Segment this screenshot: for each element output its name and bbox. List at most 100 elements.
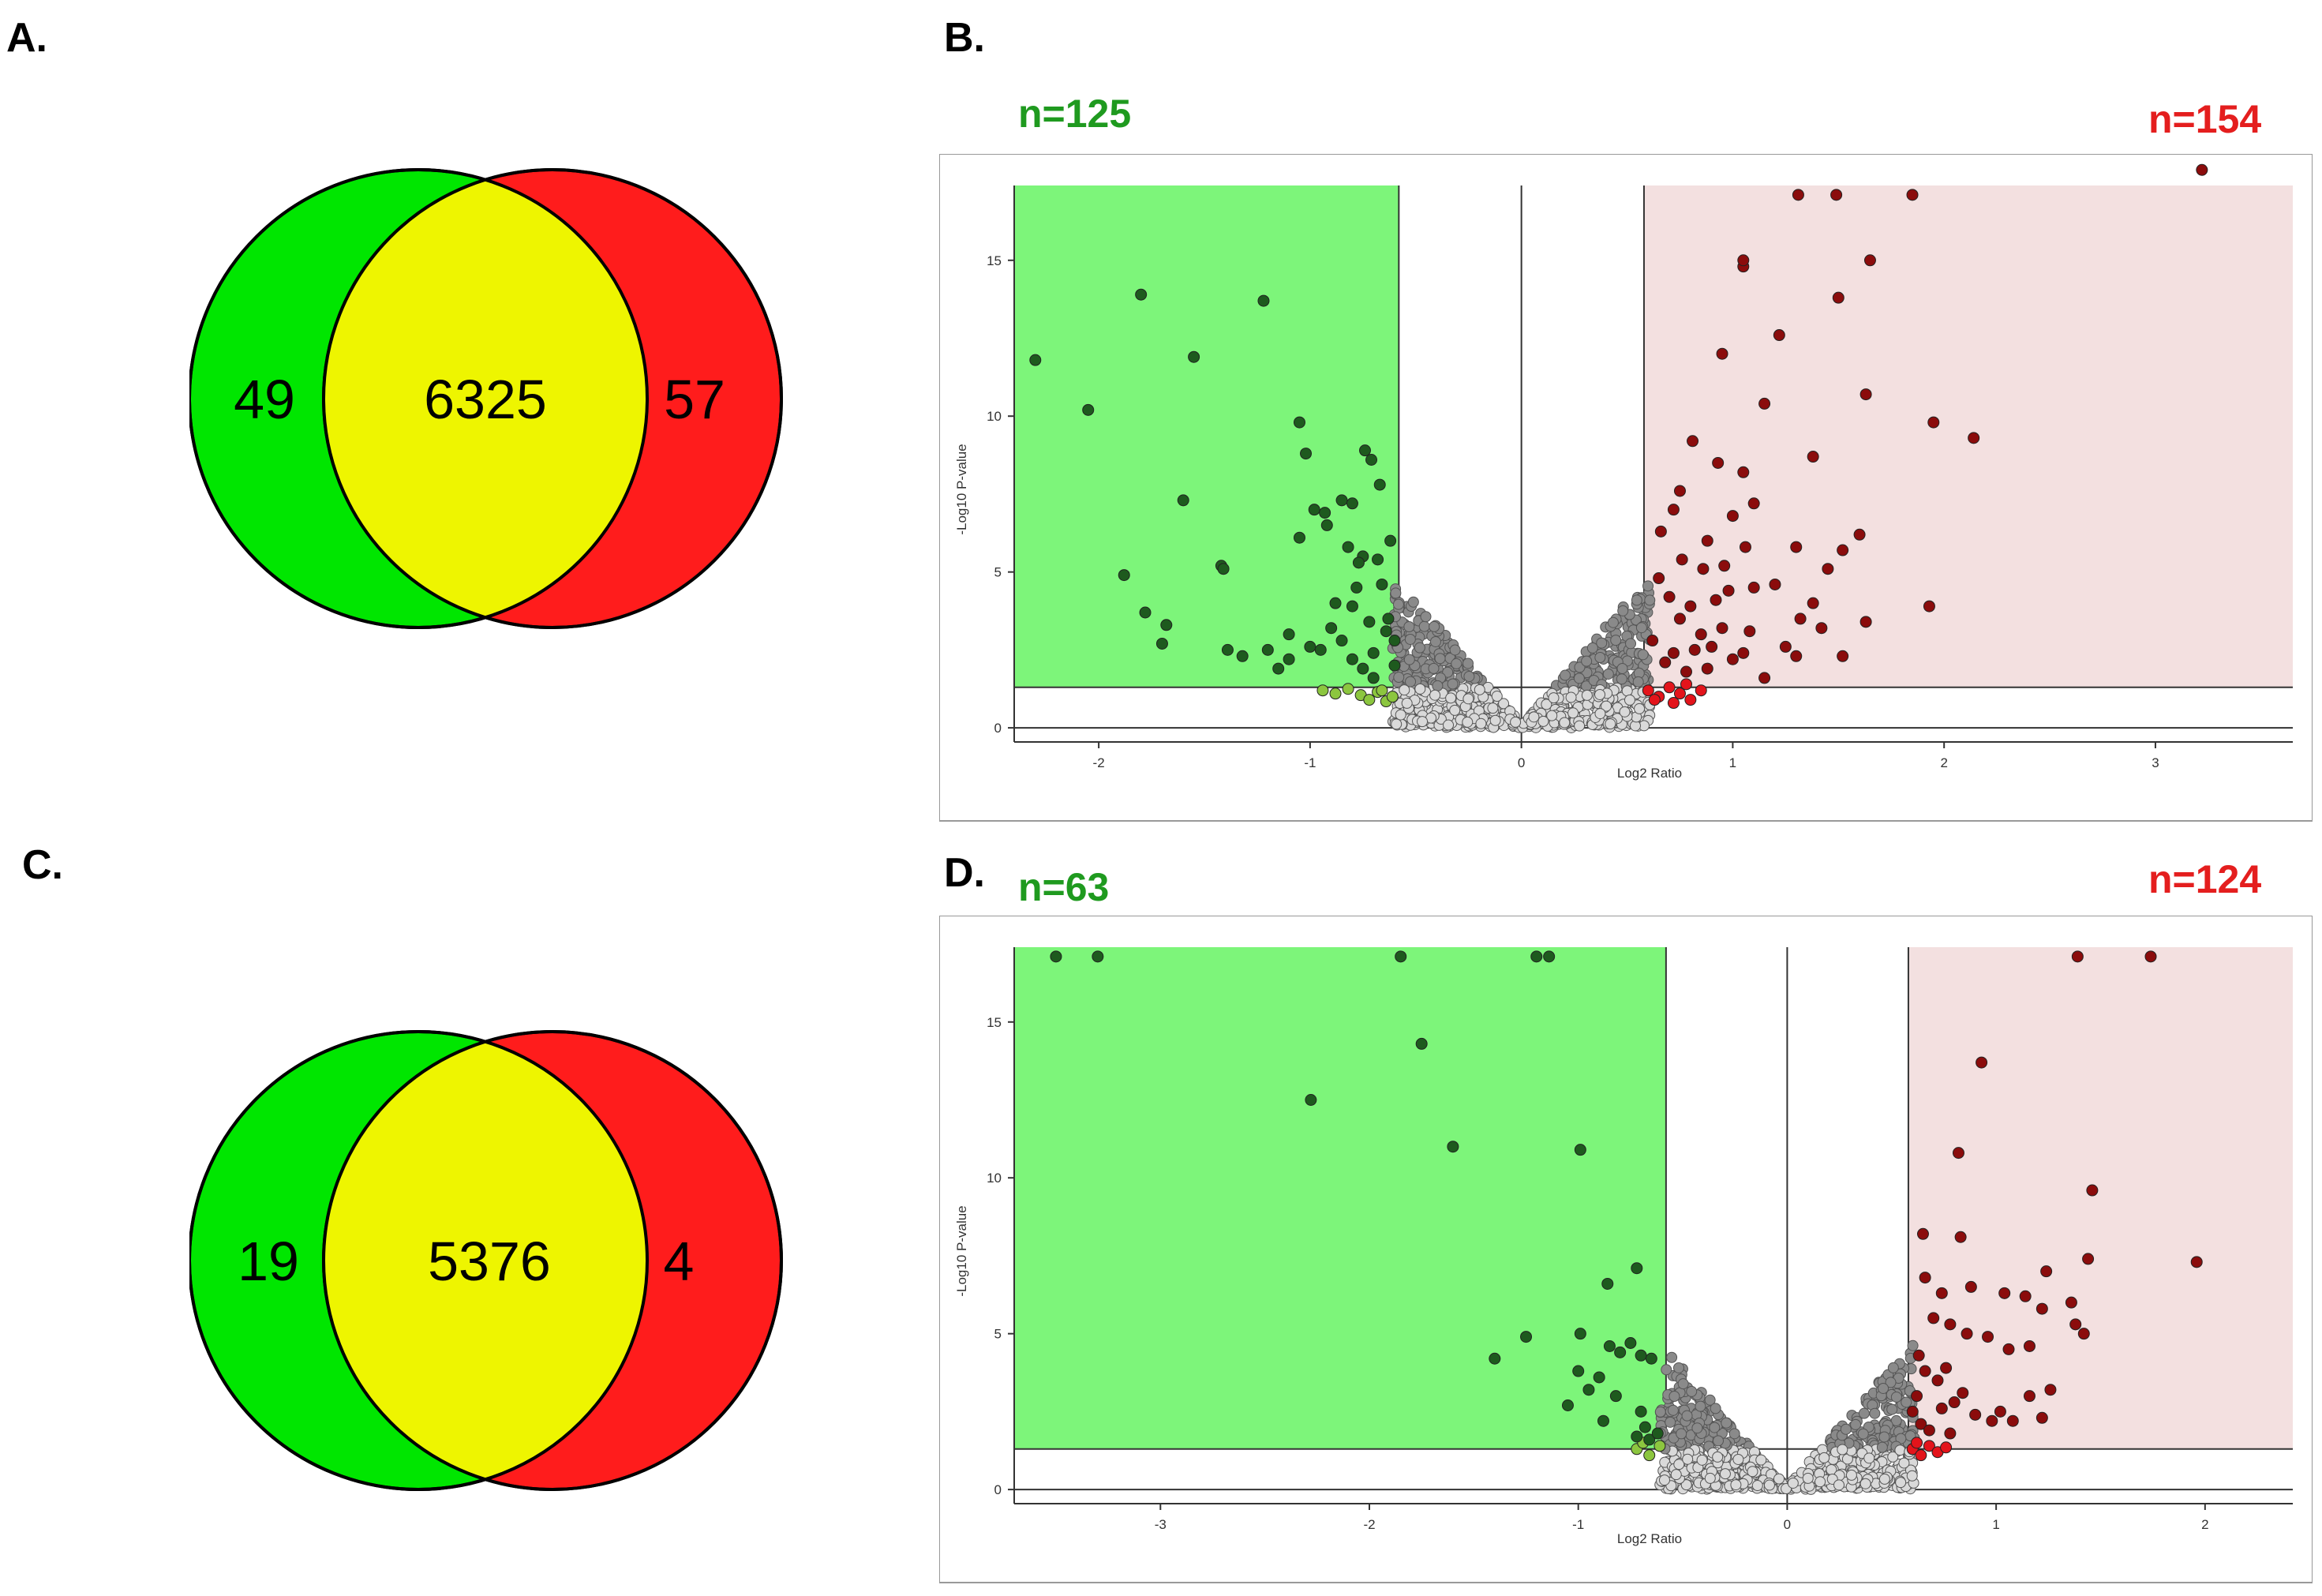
volcano-b-point-up [1680, 665, 1693, 678]
volcano-d-point-ns [1710, 1403, 1721, 1414]
volcano-d-point-ns [1704, 1394, 1716, 1406]
volcano-b-point-up-bright [1648, 694, 1661, 706]
venn-diagram-a: 49 6325 57 [189, 168, 783, 629]
volcano-d-point-ns [1730, 1479, 1742, 1491]
venn-c-intersection-count: 5376 [428, 1231, 551, 1292]
volcano-b-n-down: n=125 [1018, 92, 1132, 136]
volcano-d-point-down [1614, 1346, 1627, 1358]
volcano-d-ytick-label: 15 [987, 1015, 1002, 1030]
volcano-b-point-down [1384, 534, 1397, 547]
volcano-b-point-ns [1399, 684, 1410, 696]
volcano-b-point-ns [1429, 689, 1441, 701]
volcano-b-point-up [1747, 497, 1760, 510]
volcano-b-point-ns [1581, 689, 1593, 701]
volcano-d-point-up [1915, 1418, 1927, 1430]
volcano-d-point-up [1952, 1147, 1964, 1160]
volcano-d-point-up [1912, 1349, 1925, 1362]
volcano-b-point-ns [1475, 717, 1487, 729]
volcano-d-up-region [1908, 947, 2293, 1449]
volcano-b-point-down [1373, 478, 1386, 491]
volcano-b-point-ns [1528, 711, 1540, 723]
volcano-d-point-ns [1713, 1435, 1725, 1447]
volcano-b-point-up [1923, 600, 1935, 613]
volcano-d-point-ns [1667, 1404, 1679, 1416]
volcano-b-point-up [1667, 504, 1680, 516]
venn-c-left-count: 19 [238, 1231, 299, 1292]
volcano-b-point-ns [1565, 691, 1577, 703]
volcano-b-point-down [1139, 606, 1152, 619]
volcano-b-point-down [1308, 504, 1320, 516]
volcano-b-point-up [1837, 650, 1849, 662]
volcano-d-point-down [1582, 1384, 1595, 1396]
volcano-b-point-up [1659, 656, 1672, 669]
volcano-d-xtick-label: -2 [1363, 1517, 1375, 1532]
volcano-b-xtick-label: 1 [1729, 755, 1736, 770]
volcano-b-point-ns [1567, 707, 1579, 719]
volcano-b-point-up [1654, 525, 1667, 538]
volcano-d-point-ns [1695, 1400, 1706, 1412]
volcano-d-point-up [2006, 1414, 2019, 1427]
volcano-b-point-up [1726, 653, 1739, 665]
volcano-b-xtick-label: 2 [1940, 755, 1947, 770]
volcano-b-point-down [1367, 646, 1380, 659]
volcano-d-point-up-bright [1923, 1440, 1935, 1452]
volcano-d-point-up [1957, 1387, 1969, 1399]
volcano-d-point-down [1643, 1433, 1656, 1446]
volcano-b-point-up [1758, 672, 1771, 684]
volcano-b-point-down-light [1363, 694, 1376, 706]
volcano-d-point-up [1931, 1374, 1944, 1387]
volcano-d-point-ns [1890, 1414, 1902, 1426]
volcano-b-point-up [1859, 616, 1872, 628]
volcano-d-point-up [2144, 950, 2157, 963]
volcano-b-point-ns [1462, 658, 1474, 669]
volcano-b-point-down [1376, 578, 1388, 590]
volcano-b-point-ns [1417, 716, 1429, 728]
volcano-b-xlabel: Log2 Ratio [1617, 766, 1682, 781]
volcano-b-point-up [1737, 466, 1750, 478]
volcano-b-point-down [1329, 597, 1342, 609]
volcano-b-point-down [1155, 637, 1168, 650]
volcano-b-point-down [1261, 643, 1274, 656]
volcano-b-ytick-label: 15 [987, 253, 1002, 268]
volcano-d-ytick-label: 5 [994, 1327, 1002, 1342]
volcano-b-point-down [1257, 294, 1270, 307]
volcano-b-xtick-label: -1 [1304, 755, 1316, 770]
volcano-b-point-up [1673, 485, 1686, 497]
volcano-b-point-down [1358, 444, 1371, 457]
volcano-d-point-up [1923, 1424, 1935, 1437]
volcano-b-point-ns [1474, 684, 1485, 695]
volcano-b-point-ns [1596, 637, 1608, 649]
volcano-b-point-ns [1429, 635, 1441, 647]
volcano-d-point-ns [1901, 1396, 1912, 1408]
volcano-b-point-up [1701, 534, 1713, 547]
volcano-d-point-ns [1894, 1444, 1906, 1456]
volcano-d-point-ns [1763, 1479, 1775, 1491]
volcano-b-point-down [1293, 416, 1305, 429]
volcano-b-point-ns [1401, 697, 1413, 709]
volcano-d-point-down [1597, 1414, 1609, 1427]
volcano-d-point-down [1489, 1352, 1501, 1365]
volcano-b-point-ns [1619, 706, 1631, 717]
volcano-d-point-up [2035, 1411, 2048, 1424]
panel-letter-d: D. [944, 850, 985, 896]
volcano-d-point-up-bright [1915, 1449, 1927, 1462]
volcano-b-point-down [1346, 653, 1358, 665]
volcano-b-point-ns [1634, 702, 1646, 714]
volcano-d-point-ns [1755, 1454, 1767, 1466]
volcano-b-point-ns [1574, 720, 1586, 732]
volcano-d-point-ns [1885, 1377, 1897, 1388]
volcano-d-point-down [1050, 950, 1062, 963]
volcano-b-point-ns [1442, 666, 1454, 678]
volcano-d-xtick-label: 1 [1992, 1517, 1999, 1532]
volcano-b-point-ns [1429, 620, 1440, 632]
volcano-d-point-ns [1837, 1444, 1848, 1456]
volcano-d-point-ns [1676, 1428, 1687, 1440]
volcano-d-point-ns [1670, 1469, 1682, 1481]
volcano-d-point-down [1631, 1262, 1643, 1275]
volcano-d-point-ns [1732, 1453, 1744, 1465]
volcano-b-point-ns [1418, 620, 1430, 632]
volcano-b-point-up [1712, 456, 1725, 469]
volcano-d-point-up [1906, 1405, 1919, 1418]
volcano-b-point-up [1676, 553, 1688, 566]
volcano-d-point-up [1911, 1390, 1923, 1403]
